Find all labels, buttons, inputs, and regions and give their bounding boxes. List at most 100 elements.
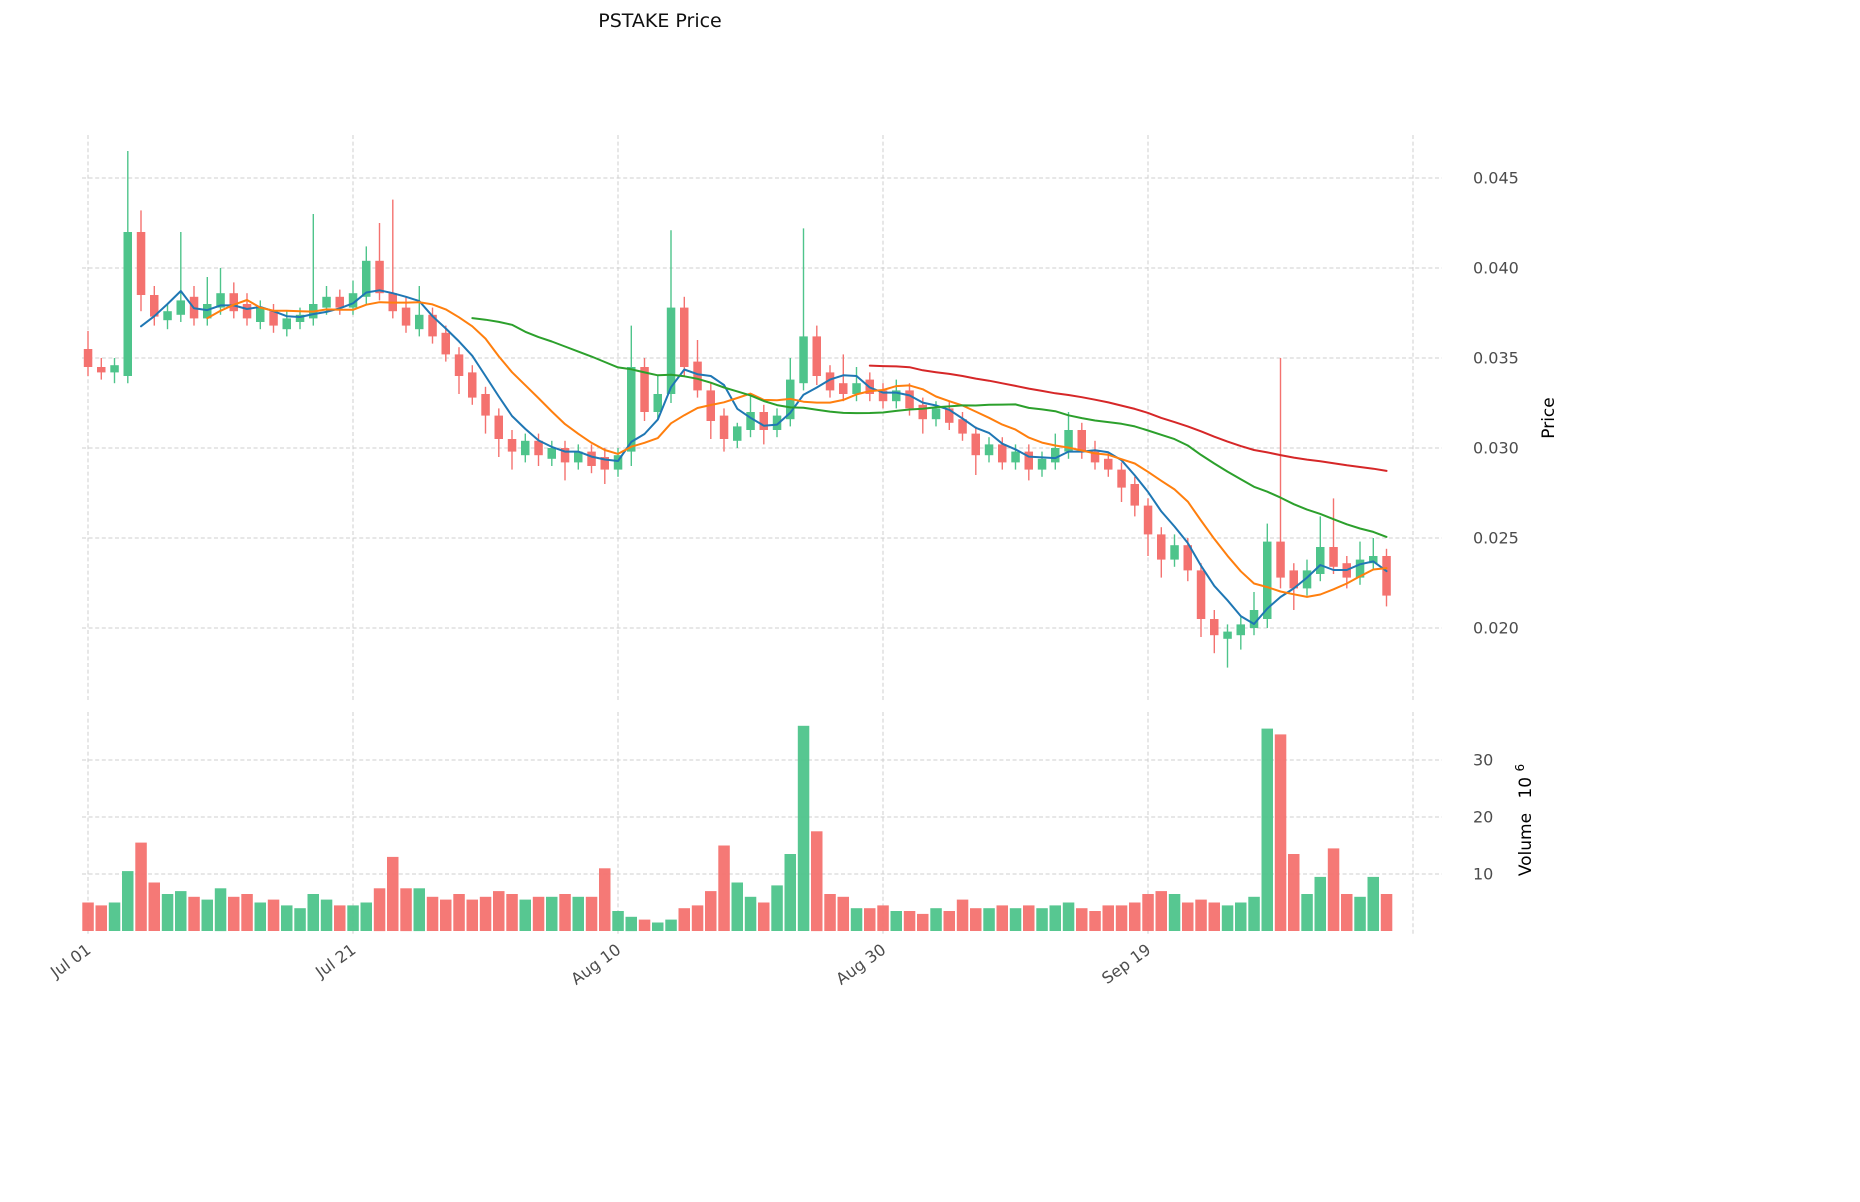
volume-bar (983, 908, 995, 931)
volume-bar (612, 911, 624, 931)
candle-body (481, 394, 490, 416)
candle-body (746, 412, 755, 430)
x-tick-label: Sep 19 (1098, 940, 1154, 988)
ma-line-MA30 (471, 317, 1388, 538)
price-tick-label: 0.045 (1473, 169, 1519, 188)
volume-axis-label: Volume 10 6 (1513, 764, 1536, 876)
candle-body (825, 372, 835, 391)
candle-body (812, 336, 821, 376)
volume-bar (108, 902, 121, 931)
candle-body (839, 383, 848, 394)
volume-bar (970, 908, 982, 931)
candle-body (1090, 451, 1100, 463)
candle-body (1369, 556, 1378, 564)
candle-body (1104, 458, 1113, 470)
volume-bar (877, 905, 889, 931)
candle-body (693, 361, 702, 391)
candle-body (945, 408, 954, 423)
candle-body (905, 390, 914, 409)
candle-body (468, 372, 477, 398)
ma-line-MA60 (868, 364, 1388, 472)
volume-bar (546, 896, 558, 931)
volume-bar (493, 891, 505, 931)
volume-bar (1261, 728, 1273, 931)
volume-axis-scale-base: 10 (1516, 777, 1536, 799)
volume-bar (559, 894, 571, 931)
candle-body (627, 367, 636, 452)
volume-bar (890, 911, 902, 931)
volume-bar (254, 902, 266, 931)
ma-line-MA10 (206, 299, 1388, 598)
volume-bar (413, 888, 425, 932)
volume-bar (1314, 876, 1326, 931)
candle-body (958, 419, 967, 434)
candle-body (454, 354, 464, 376)
candle-body (507, 439, 517, 452)
candle-body (1329, 547, 1338, 567)
volume-bar (691, 905, 704, 931)
candle-body (295, 314, 305, 322)
candle-body (1289, 570, 1298, 589)
candle-body (83, 349, 93, 367)
volume-bar (1182, 902, 1194, 931)
volume-bar (506, 894, 518, 931)
volume-bar (95, 905, 107, 931)
candle-body (1276, 541, 1285, 578)
volume-bar (440, 899, 452, 931)
volume-bar (599, 868, 611, 931)
volume-bar (1221, 905, 1234, 931)
volume-bar (267, 899, 280, 931)
volume-bar (864, 908, 876, 931)
candle-body (216, 293, 225, 308)
volume-bar (426, 896, 439, 931)
volume-bar (373, 888, 386, 932)
volume-bar (1195, 899, 1207, 931)
volume-axis-scale-exponent: 6 (1513, 764, 1527, 772)
candle-body (282, 318, 291, 330)
candle-body (1143, 505, 1153, 535)
candle-body (1064, 430, 1073, 452)
candle-body (176, 300, 185, 315)
candle-body (653, 394, 662, 412)
volume-bar (744, 896, 757, 931)
volume-bar (625, 916, 637, 932)
candle-body (1196, 570, 1206, 619)
candle-body (123, 232, 132, 376)
candle-body (574, 451, 583, 463)
volume-bar (387, 856, 399, 931)
candle-body (494, 415, 503, 439)
volume-bar (903, 911, 916, 931)
candle-body (759, 412, 768, 430)
candle-body (322, 296, 331, 308)
volume-bar (917, 913, 929, 931)
candle-body (348, 293, 358, 308)
volume-bar (214, 888, 227, 932)
volume-bar (956, 899, 969, 931)
candle-body (892, 390, 901, 402)
candle-body (1170, 545, 1179, 560)
volume-bar (1089, 911, 1101, 931)
volume-bar (161, 894, 174, 931)
volume-bar (1115, 905, 1128, 931)
candle-body (229, 293, 238, 312)
x-tick-label: Aug 10 (567, 940, 624, 989)
volume-bar (784, 854, 796, 931)
price-tick-label: 0.025 (1473, 529, 1519, 548)
candle-body (97, 367, 106, 373)
volume-bar (572, 896, 584, 931)
volume-tick-label: 20 (1473, 808, 1493, 827)
volume-bar (1168, 894, 1181, 931)
volume-bar (1076, 908, 1088, 931)
volume-bar (466, 899, 478, 931)
candle-body (163, 311, 172, 321)
volume-bar (1142, 894, 1154, 931)
candle-body (719, 415, 729, 439)
candle-body (1249, 610, 1259, 628)
candle-body (1077, 430, 1086, 452)
volume-bar (82, 902, 94, 931)
volume-bar (1248, 896, 1260, 931)
volume-bar (175, 891, 187, 931)
candle-body (560, 448, 570, 463)
candle-body (600, 457, 609, 470)
